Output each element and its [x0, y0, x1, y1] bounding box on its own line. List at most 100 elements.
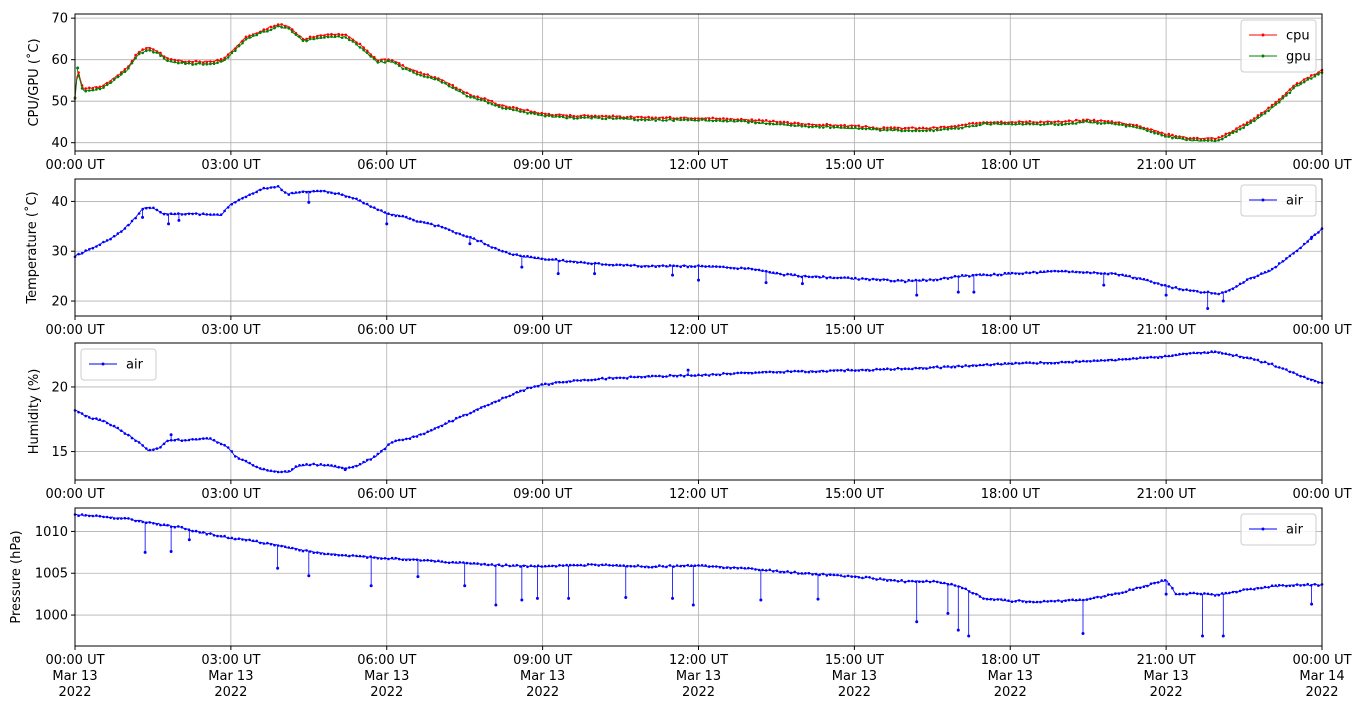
data-point [130, 61, 134, 65]
data-point [722, 119, 725, 123]
data-point [1121, 123, 1124, 126]
data-point [747, 566, 750, 570]
data-point [1149, 280, 1153, 283]
data-point [273, 543, 276, 547]
data-point [479, 239, 483, 243]
data-point [754, 121, 757, 125]
y-tick-label: 40 [51, 136, 68, 151]
data-point [519, 110, 522, 113]
data-point [1203, 592, 1206, 595]
data-point [914, 366, 918, 370]
data-point [433, 76, 437, 79]
data-point [665, 375, 668, 378]
data-point [975, 124, 978, 128]
data-point [1231, 354, 1235, 358]
data-point [358, 42, 362, 46]
data-point [878, 577, 882, 580]
x-tick-label: 18:00 UT [981, 653, 1040, 668]
data-point [1046, 362, 1049, 365]
data-point [1131, 357, 1135, 360]
data-point [1014, 600, 1017, 603]
spike-point [463, 584, 467, 588]
data-point [807, 571, 811, 575]
data-point [1021, 272, 1024, 276]
data-point [102, 419, 105, 423]
data-point [501, 107, 504, 110]
data-point [77, 514, 80, 517]
data-point [348, 38, 351, 42]
data-point [668, 115, 672, 119]
data-point [661, 565, 665, 568]
data-point [373, 57, 376, 61]
data-point [112, 517, 116, 520]
data-point [1071, 598, 1074, 601]
data-point [832, 126, 836, 129]
data-point [269, 186, 273, 189]
data-point [494, 104, 497, 107]
data-point [658, 118, 661, 121]
data-point [1228, 353, 1231, 356]
data-point [1082, 118, 1085, 122]
data-point [1121, 591, 1124, 594]
data-point [202, 63, 205, 66]
y-tick-label: 20 [51, 380, 68, 395]
legend-box [80, 348, 157, 381]
data-point [419, 433, 422, 436]
data-point [80, 87, 84, 90]
data-point [1082, 359, 1085, 363]
data-point [180, 213, 184, 216]
data-point [127, 517, 130, 520]
data-point [1153, 281, 1156, 285]
data-point [1288, 88, 1292, 91]
data-point [661, 375, 665, 379]
data-point [825, 370, 829, 373]
data-point [850, 277, 853, 280]
data-point [715, 373, 718, 377]
data-point [1295, 373, 1299, 376]
data-point [1242, 123, 1245, 126]
data-point [740, 371, 743, 375]
data-point [394, 439, 398, 443]
data-point [266, 27, 269, 31]
data-point [241, 39, 244, 43]
data-point [1117, 358, 1121, 361]
data-point [88, 514, 91, 518]
data-point [572, 114, 576, 118]
data-point [843, 276, 846, 279]
data-point [301, 39, 305, 42]
data-point [647, 115, 650, 119]
data-point [308, 37, 312, 41]
data-point [583, 116, 586, 119]
data-point [675, 264, 679, 268]
data-point [88, 248, 91, 251]
data-point [1067, 270, 1071, 274]
data-point [740, 266, 743, 270]
data-point [476, 98, 479, 101]
data-point [818, 123, 821, 127]
data-point [273, 24, 276, 28]
data-point [405, 558, 408, 562]
x-tick-label: 00:00 UT [45, 158, 104, 173]
data-point [697, 117, 700, 120]
data-point [319, 463, 323, 466]
data-point [241, 538, 244, 541]
data-point [1135, 357, 1138, 360]
data-point [394, 61, 398, 65]
data-point [465, 91, 469, 95]
data-point [982, 273, 985, 276]
data-point [248, 34, 251, 37]
data-point [871, 277, 875, 281]
data-point [351, 465, 355, 469]
data-point [1292, 84, 1295, 88]
data-point [957, 124, 960, 127]
data-point [1156, 356, 1160, 360]
data-point [184, 213, 187, 216]
data-point [166, 439, 169, 443]
data-point [458, 561, 462, 564]
spike-point [1221, 634, 1225, 638]
data-point [736, 119, 739, 123]
data-point [1007, 362, 1010, 365]
data-point [565, 114, 568, 117]
data-point [601, 563, 604, 567]
